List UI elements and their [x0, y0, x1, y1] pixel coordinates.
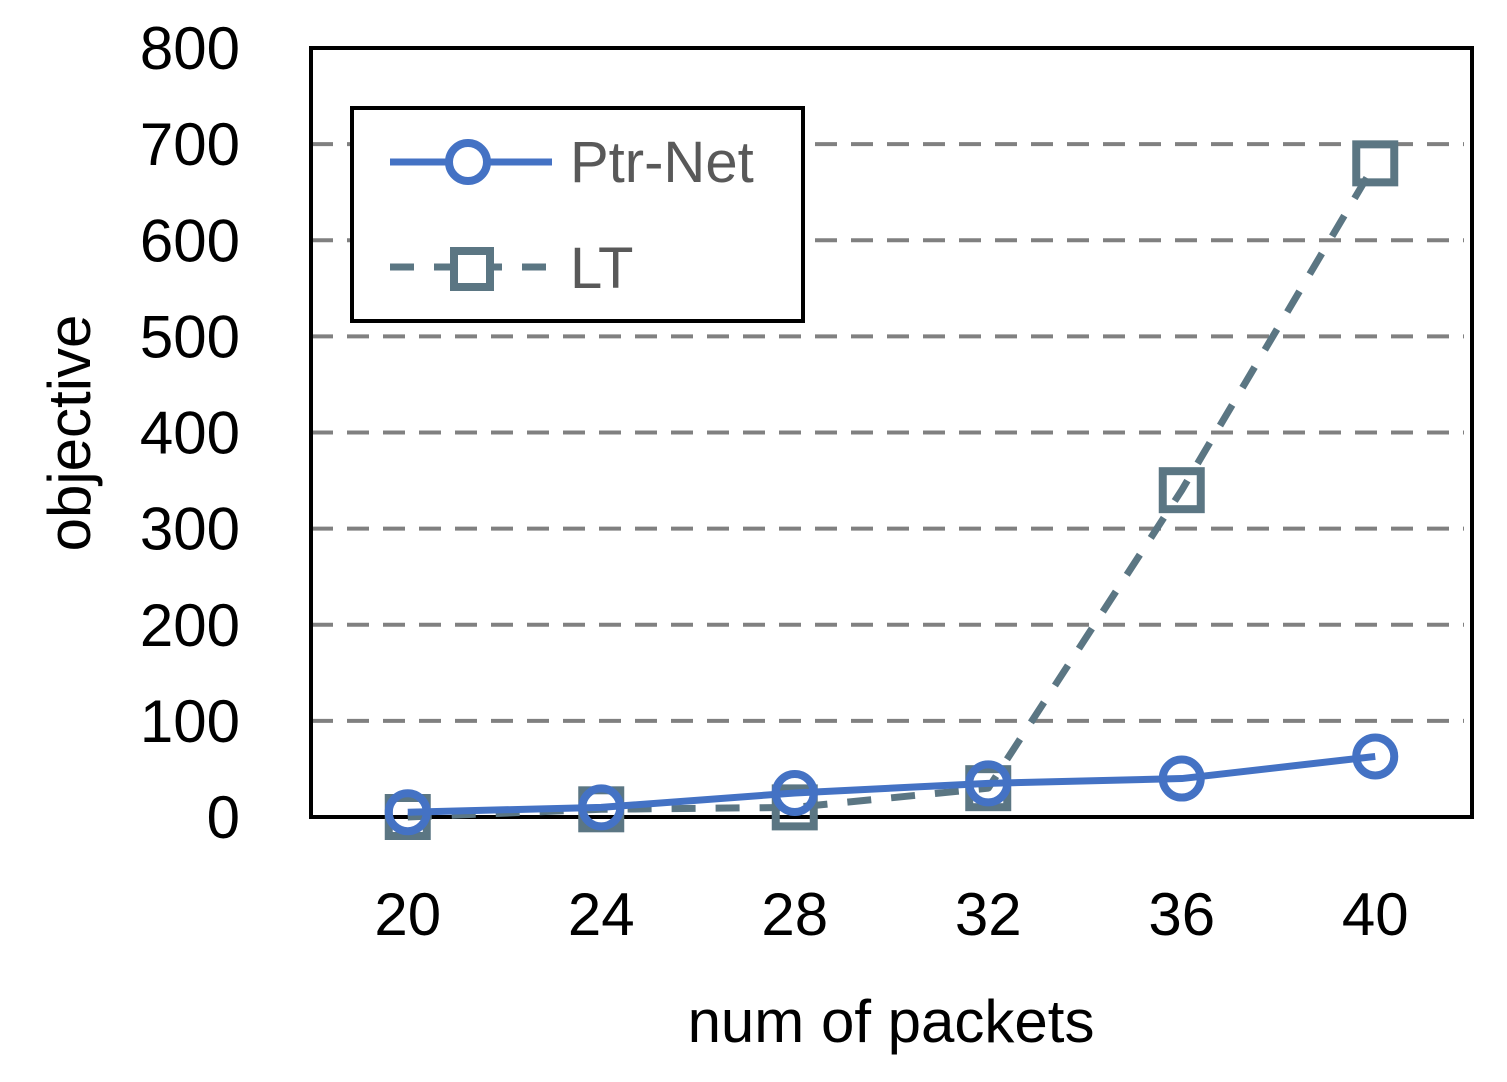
legend: Ptr-Net LT — [350, 106, 805, 323]
ptrnet-point — [578, 784, 625, 831]
lt-line — [407, 161, 1379, 821]
x-tick-label: 32 — [955, 881, 1022, 948]
x-tick-label: 20 — [374, 881, 441, 948]
legend-ptrnet-label: Ptr-Net — [570, 130, 754, 195]
x-axis-ticks: 20 24 28 32 36 40 — [374, 881, 1408, 948]
legend-lt-square-marker — [450, 247, 494, 291]
x-tick-label: 36 — [1148, 881, 1215, 948]
ptrnet-point — [384, 789, 431, 836]
x-tick-label: 24 — [568, 881, 635, 948]
series-layer — [384, 140, 1399, 840]
ptrnet-line — [407, 752, 1376, 816]
y-tick-label: 400 — [140, 400, 240, 467]
x-axis-title: num of packets — [688, 988, 1095, 1055]
y-axis-title: objective — [36, 315, 103, 552]
y-tick-label: 100 — [140, 688, 240, 755]
lt-point — [1158, 467, 1205, 514]
ptrnet-point — [771, 769, 818, 816]
y-tick-label: 300 — [140, 496, 240, 563]
y-tick-label: 500 — [140, 303, 240, 370]
x-tick-label: 28 — [761, 881, 828, 948]
lt-point — [1352, 140, 1399, 187]
ptrnet-point — [1352, 733, 1399, 780]
y-axis-ticks: 0 100 200 300 400 500 600 700 800 — [140, 15, 240, 851]
x-tick-label: 40 — [1342, 881, 1409, 948]
ptrnet-point — [1158, 755, 1205, 802]
series-ptrnet — [384, 733, 1399, 836]
y-tick-label: 200 — [140, 592, 240, 659]
plot-area-frame — [309, 46, 1474, 819]
y-tick-label: 600 — [140, 207, 240, 274]
y-tick-label: 0 — [207, 784, 240, 851]
legend-ptrnet-circle-marker — [445, 139, 491, 185]
y-tick-label: 800 — [140, 15, 240, 82]
legend-lt-label: LT — [570, 236, 633, 301]
y-tick-label: 700 — [140, 111, 240, 178]
series-lt — [384, 140, 1399, 840]
lt-point — [771, 784, 818, 831]
legend-box — [350, 106, 805, 323]
ptrnet-point — [965, 760, 1012, 807]
